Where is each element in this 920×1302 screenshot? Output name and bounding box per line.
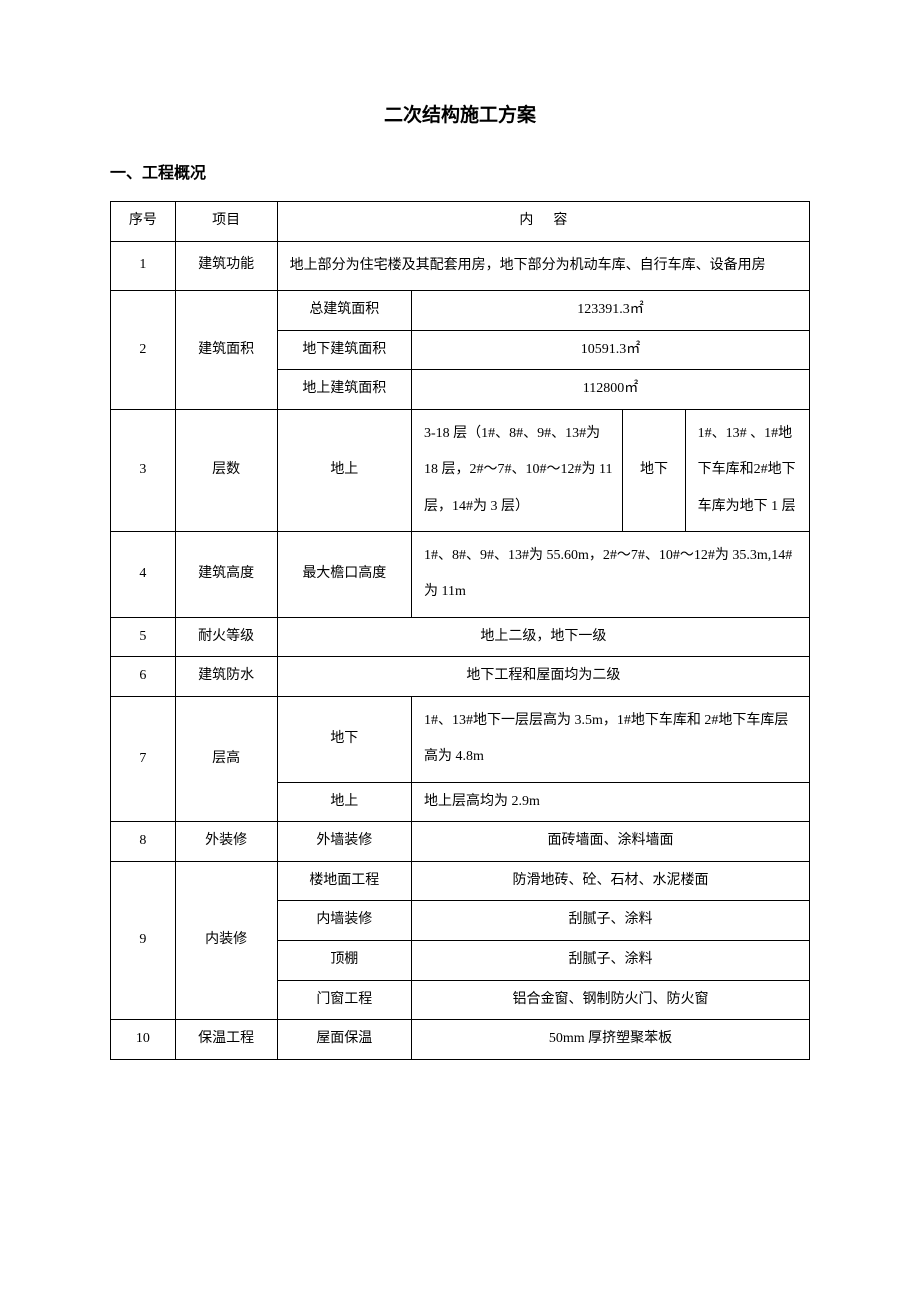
- cell-sub-label: 顶棚: [277, 941, 411, 981]
- section-heading-1: 一、工程概况: [110, 159, 810, 183]
- cell-item: 建筑高度: [175, 531, 277, 617]
- cell-item: 建筑防水: [175, 657, 277, 697]
- cell-num: 5: [111, 617, 176, 657]
- cell-num: 7: [111, 696, 176, 821]
- cell-sub-label: 内墙装修: [277, 901, 411, 941]
- header-content: 内容: [277, 202, 809, 242]
- cell-sub-label: 屋面保温: [277, 1020, 411, 1060]
- cell-value: 刮腻子、涂料: [411, 941, 809, 981]
- cell-value: 123391.3㎡: [411, 290, 809, 330]
- cell-num: 9: [111, 861, 176, 1019]
- table-row: 8 外装修 外墙装修 面砖墙面、涂料墙面: [111, 822, 810, 862]
- cell-item: 耐火等级: [175, 617, 277, 657]
- cell-content: 1#、8#、9#、13#为 55.60m，2#～7#、10#～12#为 35.3…: [411, 531, 809, 617]
- cell-num: 1: [111, 241, 176, 290]
- cell-sub-label: 地下: [277, 696, 411, 782]
- table-row: 2 建筑面积 总建筑面积 123391.3㎡: [111, 290, 810, 330]
- header-content-text: 内容: [499, 213, 587, 228]
- cell-sub-label: 地上: [277, 782, 411, 822]
- cell-num: 3: [111, 409, 176, 531]
- cell-content: 3-18 层（1#、8#、9#、13#为 18 层，2#～7#、10#～12#为…: [411, 409, 622, 531]
- cell-sub-label: 门窗工程: [277, 980, 411, 1020]
- cell-content: 地上部分为住宅楼及其配套用房，地下部分为机动车库、自行车库、设备用房: [277, 241, 809, 290]
- table-row: 6 建筑防水 地下工程和屋面均为二级: [111, 657, 810, 697]
- cell-item: 外装修: [175, 822, 277, 862]
- cell-item: 层数: [175, 409, 277, 531]
- cell-num: 8: [111, 822, 176, 862]
- cell-sub-label: 最大檐口高度: [277, 531, 411, 617]
- cell-item: 层高: [175, 696, 277, 821]
- cell-num: 10: [111, 1020, 176, 1060]
- table-row: 4 建筑高度 最大檐口高度 1#、8#、9#、13#为 55.60m，2#～7#…: [111, 531, 810, 617]
- cell-item: 建筑面积: [175, 290, 277, 409]
- cell-content: 面砖墙面、涂料墙面: [411, 822, 809, 862]
- cell-value: 防滑地砖、砼、石材、水泥楼面: [411, 861, 809, 901]
- cell-item: 保温工程: [175, 1020, 277, 1060]
- cell-item: 建筑功能: [175, 241, 277, 290]
- document-title: 二次结构施工方案: [110, 100, 810, 127]
- cell-item: 内装修: [175, 861, 277, 1019]
- overview-table: 序号 项目 内容 1 建筑功能 地上部分为住宅楼及其配套用房，地下部分为机动车库…: [110, 201, 810, 1060]
- cell-sub-label: 地下建筑面积: [277, 330, 411, 370]
- cell-num: 4: [111, 531, 176, 617]
- table-row: 10 保温工程 屋面保温 50mm 厚挤塑聚苯板: [111, 1020, 810, 1060]
- cell-sub-label: 地上建筑面积: [277, 370, 411, 410]
- cell-value: 1#、13#地下一层层高为 3.5m，1#地下车库和 2#地下车库层高为 4.8…: [411, 696, 809, 782]
- cell-num: 2: [111, 290, 176, 409]
- cell-num: 6: [111, 657, 176, 697]
- cell-sub-label: 地上: [277, 409, 411, 531]
- cell-content: 50mm 厚挤塑聚苯板: [411, 1020, 809, 1060]
- table-row: 7 层高 地下 1#、13#地下一层层高为 3.5m，1#地下车库和 2#地下车…: [111, 696, 810, 782]
- table-header-row: 序号 项目 内容: [111, 202, 810, 242]
- cell-sub-label: 楼地面工程: [277, 861, 411, 901]
- cell-sub-label: 外墙装修: [277, 822, 411, 862]
- cell-value: 地上层高均为 2.9m: [411, 782, 809, 822]
- cell-value: 112800㎡: [411, 370, 809, 410]
- table-row: 9 内装修 楼地面工程 防滑地砖、砼、石材、水泥楼面: [111, 861, 810, 901]
- cell-content: 地下工程和屋面均为二级: [277, 657, 809, 697]
- cell-mid-label: 地下: [623, 409, 685, 531]
- cell-content: 1#、13# 、1#地下车库和2#地下车库为地下 1 层: [685, 409, 809, 531]
- header-num: 序号: [111, 202, 176, 242]
- cell-value: 刮腻子、涂料: [411, 901, 809, 941]
- header-item: 项目: [175, 202, 277, 242]
- cell-value: 铝合金窗、钢制防火门、防火窗: [411, 980, 809, 1020]
- table-row: 3 层数 地上 3-18 层（1#、8#、9#、13#为 18 层，2#～7#、…: [111, 409, 810, 531]
- cell-content: 地上二级，地下一级: [277, 617, 809, 657]
- cell-value: 10591.3㎡: [411, 330, 809, 370]
- cell-sub-label: 总建筑面积: [277, 290, 411, 330]
- table-row: 5 耐火等级 地上二级，地下一级: [111, 617, 810, 657]
- table-row: 1 建筑功能 地上部分为住宅楼及其配套用房，地下部分为机动车库、自行车库、设备用…: [111, 241, 810, 290]
